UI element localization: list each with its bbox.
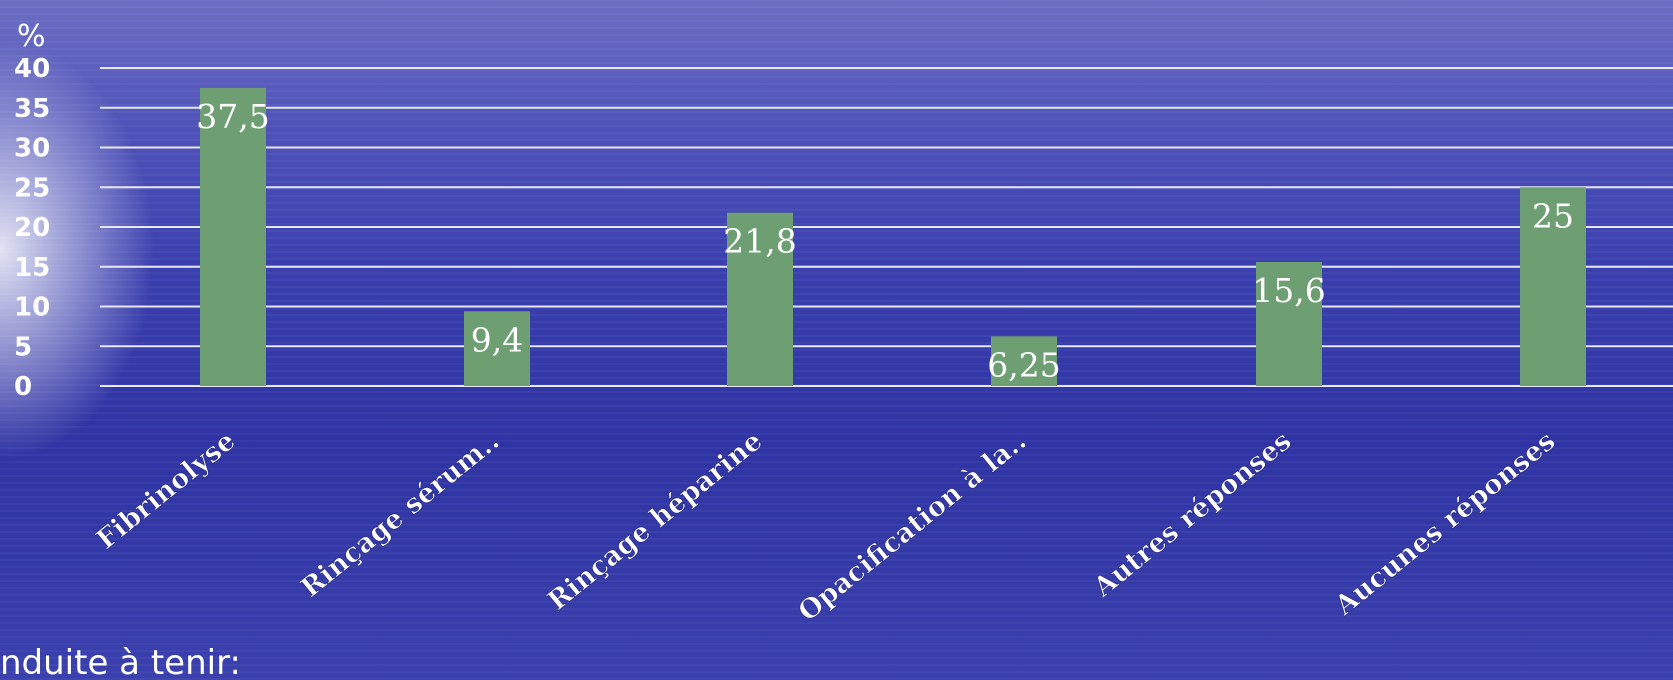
y-axis-unit: % <box>17 19 46 54</box>
data-label: 21,8 <box>723 222 796 261</box>
x-tick-label: Autres réponses <box>1087 425 1297 604</box>
y-tick-label: 40 <box>14 54 50 84</box>
data-labels: 37,5 9,4 21,8 6,25 15,6 25 <box>196 97 1574 384</box>
x-tick-label: Rinçage héparine <box>542 425 768 617</box>
y-tick-label: 25 <box>14 173 50 203</box>
bar <box>991 336 1057 386</box>
data-label: 6,25 <box>987 345 1060 384</box>
y-tick-label: 20 <box>14 213 50 243</box>
bar <box>727 212 793 386</box>
bar <box>200 87 266 386</box>
x-axis-labels: Fibrinolyse Rinçage sérum.. Rinçage hépari… <box>90 425 1562 628</box>
x-tick-label: Rinçage sérum.. <box>295 425 505 603</box>
y-axis: 0 5 10 15 20 25 30 35 40% <box>14 19 50 402</box>
x-tick-label: Aucunes réponses <box>1329 425 1562 622</box>
gridlines <box>100 67 1673 387</box>
bars <box>200 87 1586 386</box>
y-tick-label: 30 <box>14 134 50 164</box>
y-tick-label: 10 <box>14 293 50 323</box>
bar <box>1256 261 1322 386</box>
data-label: 25 <box>1532 196 1574 235</box>
y-tick-label: 5 <box>14 332 32 362</box>
data-label: 37,5 <box>196 97 269 136</box>
y-tick-label: 35 <box>14 94 50 124</box>
x-tick-label: Opacification à la.. <box>793 425 1033 627</box>
x-tick-label: Fibrinolyse <box>91 425 242 555</box>
data-label: 9,4 <box>471 320 523 359</box>
bar <box>1520 187 1586 386</box>
y-tick-label: 0 <box>14 372 32 402</box>
footer-text: nduite à tenir: <box>0 646 241 680</box>
data-label: 15,6 <box>1252 271 1325 310</box>
bar <box>464 311 530 386</box>
y-tick-label: 15 <box>14 253 50 283</box>
